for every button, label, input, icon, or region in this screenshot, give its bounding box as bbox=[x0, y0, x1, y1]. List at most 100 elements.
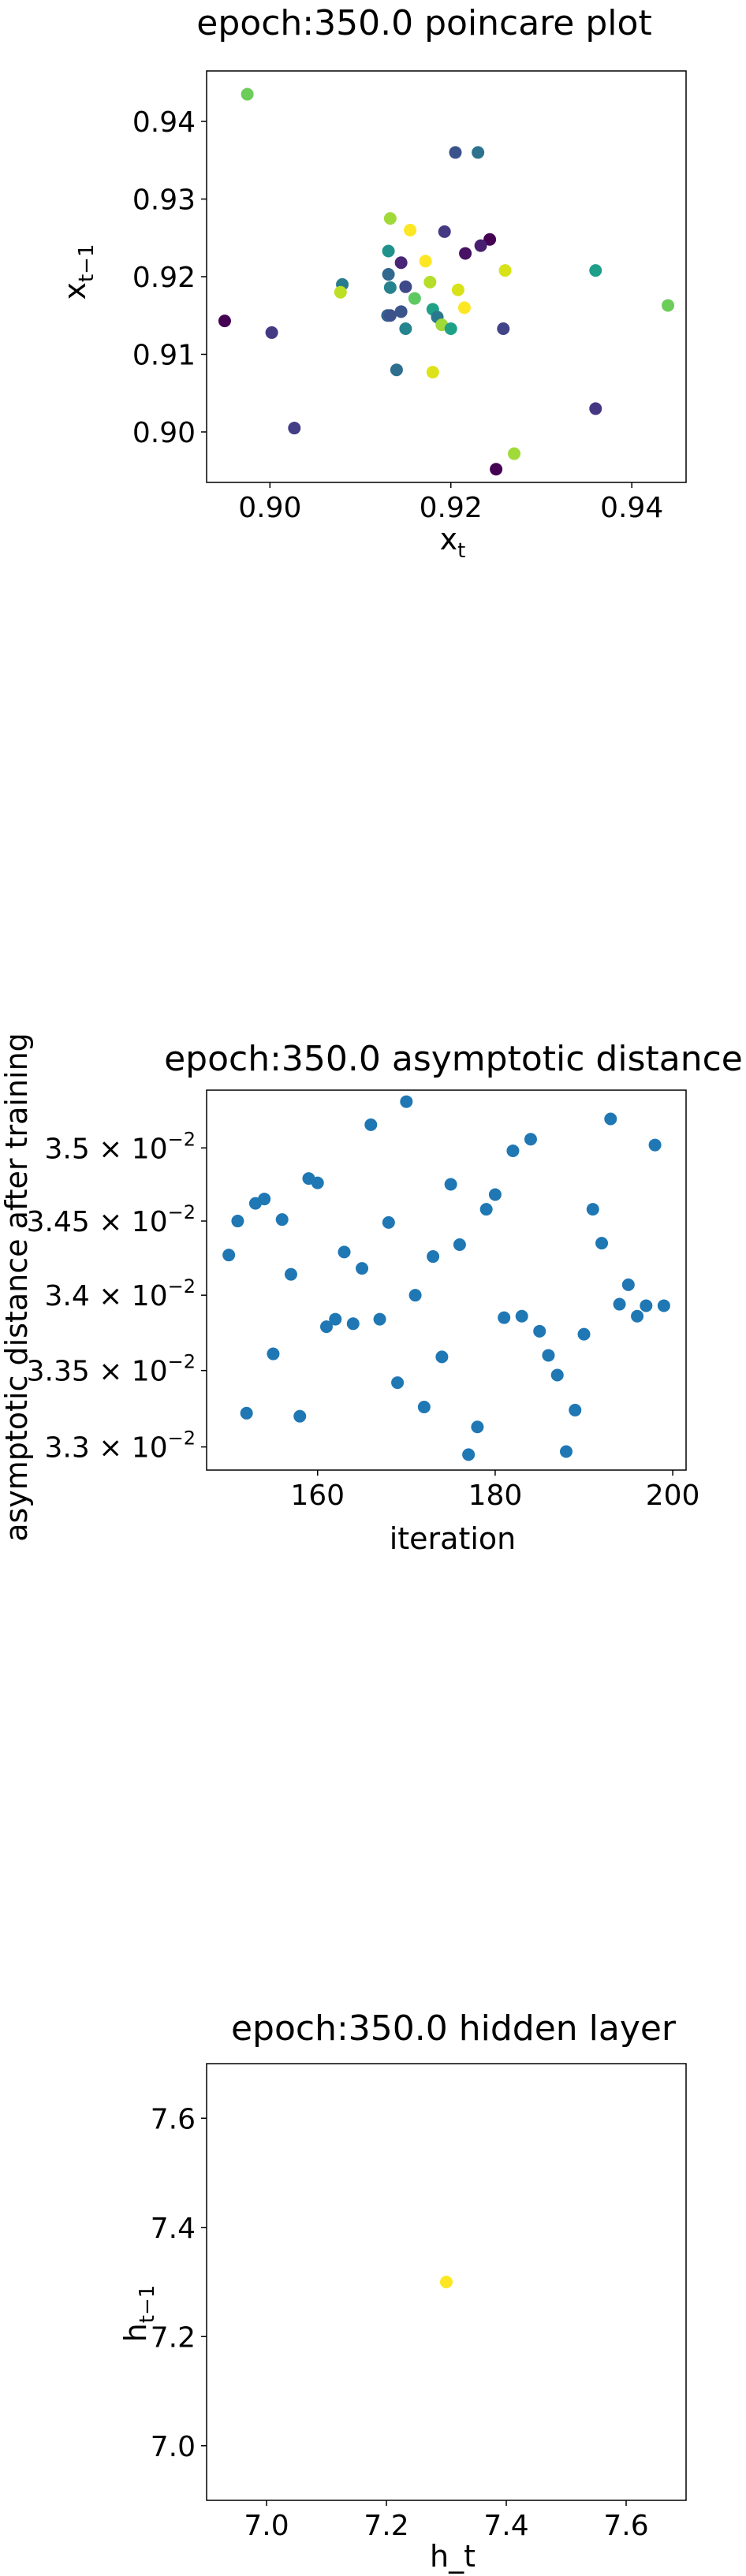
data-point bbox=[451, 283, 464, 296]
data-point bbox=[258, 1193, 271, 1206]
data-point bbox=[490, 463, 503, 476]
y-tick-label: 3.3 × 10−2 bbox=[44, 1428, 196, 1465]
y-tick-label: 0.92 bbox=[132, 262, 196, 294]
x-tick-label: 0.94 bbox=[600, 492, 663, 524]
plot-frame bbox=[206, 1089, 687, 1471]
data-point bbox=[560, 1445, 573, 1458]
data-point bbox=[471, 1420, 484, 1434]
hidden-title: epoch:350.0 hidden layer bbox=[231, 2008, 677, 2049]
data-point bbox=[586, 1203, 599, 1216]
y-tick-label: 3.5 × 10−2 bbox=[44, 1128, 196, 1165]
data-point bbox=[334, 285, 347, 299]
data-point bbox=[440, 2276, 453, 2288]
data-point bbox=[288, 422, 301, 435]
poincare-y-label: xt−1 bbox=[58, 244, 99, 300]
data-point bbox=[577, 1327, 591, 1341]
y-tick-label: 7.2 bbox=[151, 2321, 196, 2354]
data-point bbox=[383, 281, 397, 294]
data-point bbox=[391, 1376, 405, 1390]
poincare-x-label: xt bbox=[440, 522, 466, 563]
y-tick-label: 7.4 bbox=[151, 2213, 196, 2245]
data-point bbox=[408, 292, 421, 305]
data-point bbox=[383, 212, 397, 225]
data-point bbox=[275, 1213, 289, 1227]
data-point bbox=[419, 255, 432, 268]
data-point bbox=[231, 1215, 244, 1228]
data-point bbox=[613, 1297, 626, 1311]
data-point bbox=[293, 1409, 307, 1423]
data-point bbox=[435, 1350, 449, 1364]
data-point bbox=[394, 256, 408, 270]
asymptotic-distance-plot: epoch:350.0 asymptotic distance 160 180 20… bbox=[0, 1033, 743, 1556]
y-tick-label: 3.45 × 10−2 bbox=[27, 1201, 196, 1238]
hidden-x-label: h_t bbox=[430, 2539, 476, 2574]
asymptotic-y-label: asymptotic distance after training bbox=[0, 1033, 34, 1542]
data-point bbox=[515, 1309, 528, 1323]
data-point bbox=[472, 146, 485, 159]
y-tick-label: 3.35 × 10−2 bbox=[27, 1351, 196, 1388]
data-point bbox=[631, 1309, 644, 1323]
data-point bbox=[508, 447, 521, 460]
x-tick-label: 180 bbox=[468, 1480, 523, 1512]
data-point bbox=[284, 1268, 297, 1281]
data-point bbox=[569, 1403, 582, 1416]
data-point bbox=[459, 247, 472, 260]
data-point bbox=[453, 1238, 466, 1252]
data-point bbox=[383, 309, 397, 322]
data-point bbox=[390, 363, 403, 377]
hidden-layer-plot: epoch:350.0 hidden layer 7.0 7.2 7.4 7.6 7.0… bbox=[118, 2008, 687, 2574]
data-point bbox=[506, 1144, 520, 1157]
data-point bbox=[595, 1237, 609, 1250]
data-point bbox=[241, 87, 254, 101]
data-point bbox=[438, 225, 451, 238]
data-point bbox=[382, 268, 395, 281]
data-point bbox=[399, 322, 412, 335]
x-tick-label: 7.2 bbox=[364, 2510, 408, 2542]
x-tick-label: 200 bbox=[646, 1480, 700, 1512]
data-point bbox=[648, 1138, 662, 1152]
y-tick-label: 0.91 bbox=[132, 339, 196, 371]
data-point bbox=[426, 366, 439, 379]
data-point bbox=[240, 1406, 253, 1420]
poincare-title: epoch:350.0 poincare plot bbox=[196, 3, 651, 43]
data-point bbox=[356, 1262, 369, 1275]
data-point bbox=[449, 146, 462, 159]
data-point bbox=[218, 315, 231, 328]
data-point bbox=[498, 1311, 511, 1324]
asymptotic-x-label: iteration bbox=[390, 1521, 517, 1556]
y-tick-label: 0.94 bbox=[132, 106, 196, 139]
x-tick-label: 7.0 bbox=[244, 2510, 289, 2542]
data-point bbox=[498, 264, 512, 277]
data-point bbox=[444, 322, 457, 335]
data-point bbox=[382, 1215, 395, 1229]
data-point bbox=[417, 1401, 431, 1414]
data-point bbox=[533, 1324, 546, 1338]
data-point bbox=[444, 1178, 457, 1191]
data-point bbox=[589, 264, 602, 277]
data-point bbox=[657, 1299, 670, 1312]
data-point bbox=[474, 239, 487, 252]
data-point bbox=[382, 244, 395, 258]
x-tick-label: 7.4 bbox=[483, 2510, 528, 2542]
data-point bbox=[662, 299, 675, 312]
asymptotic-title: epoch:350.0 asymptotic distance bbox=[164, 1039, 743, 1079]
x-tick-label: 160 bbox=[290, 1480, 345, 1512]
data-point bbox=[488, 1188, 502, 1201]
data-point bbox=[329, 1312, 342, 1326]
y-tick-label: 0.93 bbox=[132, 184, 196, 217]
data-point bbox=[542, 1349, 555, 1362]
data-point bbox=[457, 301, 471, 315]
x-tick-label: 7.6 bbox=[603, 2510, 648, 2542]
data-point bbox=[311, 1176, 324, 1189]
data-point bbox=[404, 223, 417, 236]
data-point bbox=[265, 326, 278, 339]
data-point bbox=[400, 1095, 413, 1108]
data-point bbox=[427, 1250, 440, 1264]
data-point bbox=[364, 1118, 378, 1131]
data-point bbox=[338, 1245, 351, 1259]
data-point bbox=[267, 1347, 280, 1361]
data-point bbox=[320, 1320, 333, 1334]
plot-frame bbox=[206, 70, 687, 483]
y-tick-label: 7.0 bbox=[151, 2431, 196, 2463]
data-point bbox=[483, 233, 497, 246]
